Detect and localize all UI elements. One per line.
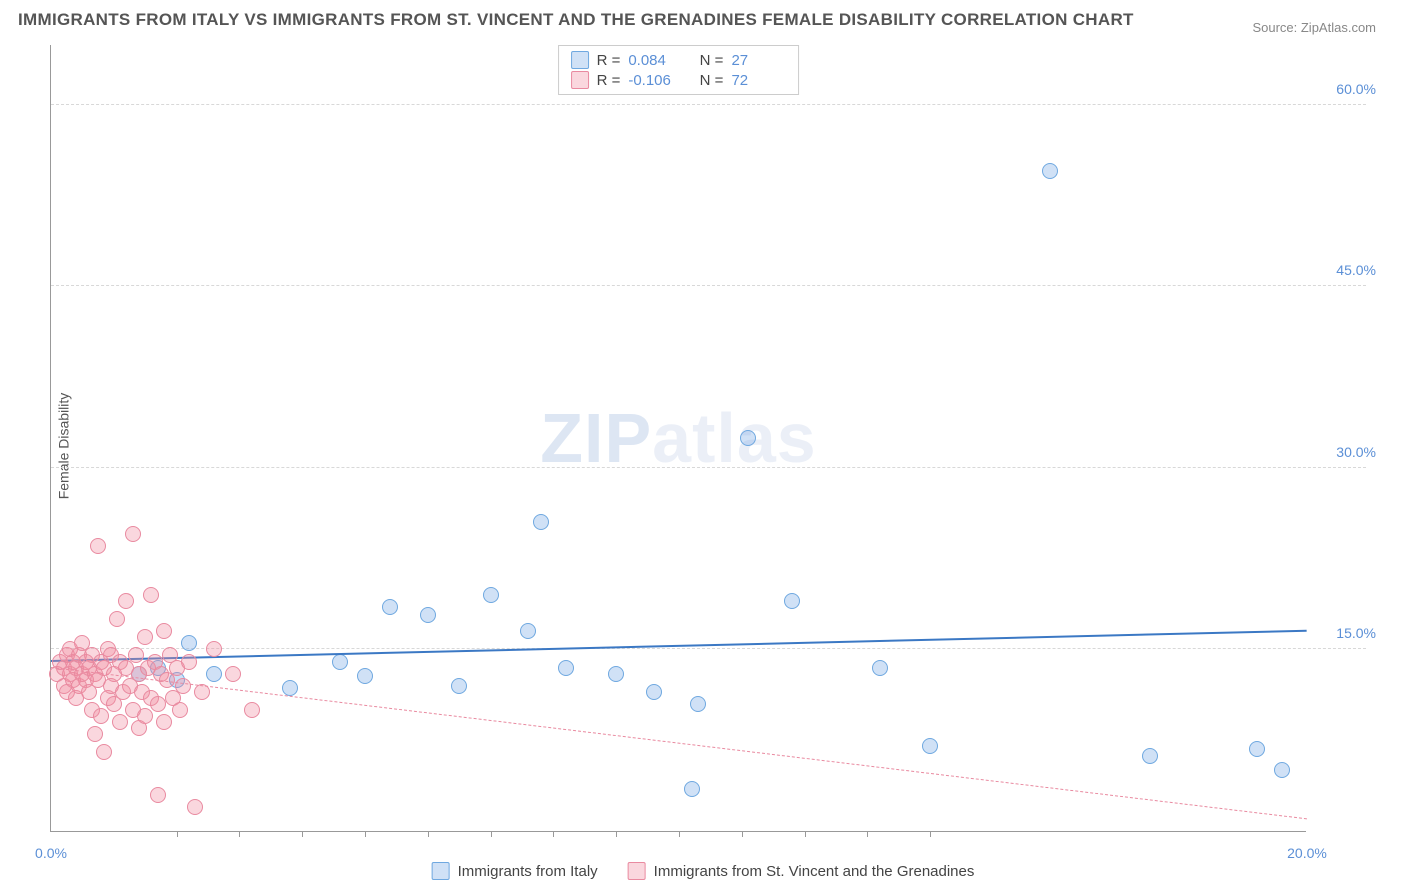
x-tick — [491, 831, 492, 837]
legend-item: Immigrants from Italy — [432, 862, 598, 880]
stat-n-label: N = — [691, 72, 723, 89]
x-tick — [616, 831, 617, 837]
data-point — [1142, 748, 1158, 764]
y-tick-label: 45.0% — [1336, 262, 1376, 278]
x-tick — [365, 831, 366, 837]
stat-r-value: -0.106 — [628, 72, 683, 89]
data-point — [137, 708, 153, 724]
stat-n-label: N = — [691, 52, 723, 69]
data-point — [156, 623, 172, 639]
data-point — [646, 684, 662, 700]
plot-area: ZIPatlas R =0.084 N =27R =-0.106 N =72 1… — [50, 45, 1306, 832]
x-tick — [302, 831, 303, 837]
data-point — [740, 430, 756, 446]
data-point — [206, 641, 222, 657]
data-point — [483, 587, 499, 603]
data-point — [225, 666, 241, 682]
stat-r-label: R = — [597, 52, 621, 69]
data-point — [282, 680, 298, 696]
data-point — [520, 623, 536, 639]
data-point — [175, 678, 191, 694]
data-point — [143, 587, 159, 603]
data-point — [156, 714, 172, 730]
x-tick — [553, 831, 554, 837]
data-point — [690, 696, 706, 712]
data-point — [332, 654, 348, 670]
data-point — [784, 593, 800, 609]
trend-line — [51, 629, 1307, 661]
watermark-zip: ZIP — [540, 399, 652, 477]
data-point — [87, 726, 103, 742]
trend-line — [51, 667, 1307, 819]
grid-line — [51, 104, 1366, 105]
legend-label: Immigrants from St. Vincent and the Gren… — [654, 863, 975, 880]
data-point — [181, 654, 197, 670]
data-point — [533, 514, 549, 530]
data-point — [112, 714, 128, 730]
data-point — [382, 599, 398, 615]
data-point — [96, 744, 112, 760]
data-point — [451, 678, 467, 694]
stat-r-label: R = — [597, 72, 621, 89]
source-attribution: Source: ZipAtlas.com — [1252, 20, 1376, 35]
data-point — [206, 666, 222, 682]
grid-line — [51, 285, 1366, 286]
data-point — [125, 526, 141, 542]
data-point — [922, 738, 938, 754]
chart-title: IMMIGRANTS FROM ITALY VS IMMIGRANTS FROM… — [18, 10, 1134, 30]
x-tick — [177, 831, 178, 837]
data-point — [608, 666, 624, 682]
data-point — [684, 781, 700, 797]
legend-swatch — [571, 71, 589, 89]
y-tick-label: 30.0% — [1336, 444, 1376, 460]
stat-n-value: 72 — [731, 72, 786, 89]
x-tick — [239, 831, 240, 837]
data-point — [187, 799, 203, 815]
stats-legend-box: R = 0.084 N = 27 R = -0.106 N = 72 — [558, 45, 800, 95]
stat-n-value: 27 — [731, 52, 786, 69]
data-point — [357, 668, 373, 684]
stats-legend-row: R = -0.106 N = 72 — [571, 70, 787, 90]
data-point — [1042, 163, 1058, 179]
data-point — [420, 607, 436, 623]
data-point — [172, 702, 188, 718]
y-tick-label: 60.0% — [1336, 81, 1376, 97]
data-point — [128, 647, 144, 663]
legend-item: Immigrants from St. Vincent and the Gren… — [628, 862, 975, 880]
data-point — [118, 593, 134, 609]
x-tick-label: 0.0% — [35, 845, 67, 861]
data-point — [558, 660, 574, 676]
data-point — [150, 787, 166, 803]
x-tick — [742, 831, 743, 837]
data-point — [1274, 762, 1290, 778]
data-point — [90, 538, 106, 554]
series-legend: Immigrants from Italy Immigrants from St.… — [432, 862, 975, 880]
x-tick — [428, 831, 429, 837]
data-point — [244, 702, 260, 718]
grid-line — [51, 648, 1366, 649]
stat-r-value: 0.084 — [628, 52, 683, 69]
legend-swatch — [628, 862, 646, 880]
legend-swatch — [432, 862, 450, 880]
data-point — [109, 611, 125, 627]
y-tick-label: 15.0% — [1336, 625, 1376, 641]
data-point — [1249, 741, 1265, 757]
x-tick — [867, 831, 868, 837]
legend-swatch — [571, 51, 589, 69]
x-tick — [805, 831, 806, 837]
data-point — [872, 660, 888, 676]
data-point — [93, 708, 109, 724]
x-tick-label: 20.0% — [1287, 845, 1327, 861]
data-point — [137, 629, 153, 645]
stats-legend-row: R = 0.084 N = 27 — [571, 50, 787, 70]
x-tick — [679, 831, 680, 837]
watermark-atlas: atlas — [652, 399, 817, 477]
data-point — [181, 635, 197, 651]
data-point — [150, 696, 166, 712]
x-tick — [930, 831, 931, 837]
legend-label: Immigrants from Italy — [458, 863, 598, 880]
grid-line — [51, 467, 1366, 468]
